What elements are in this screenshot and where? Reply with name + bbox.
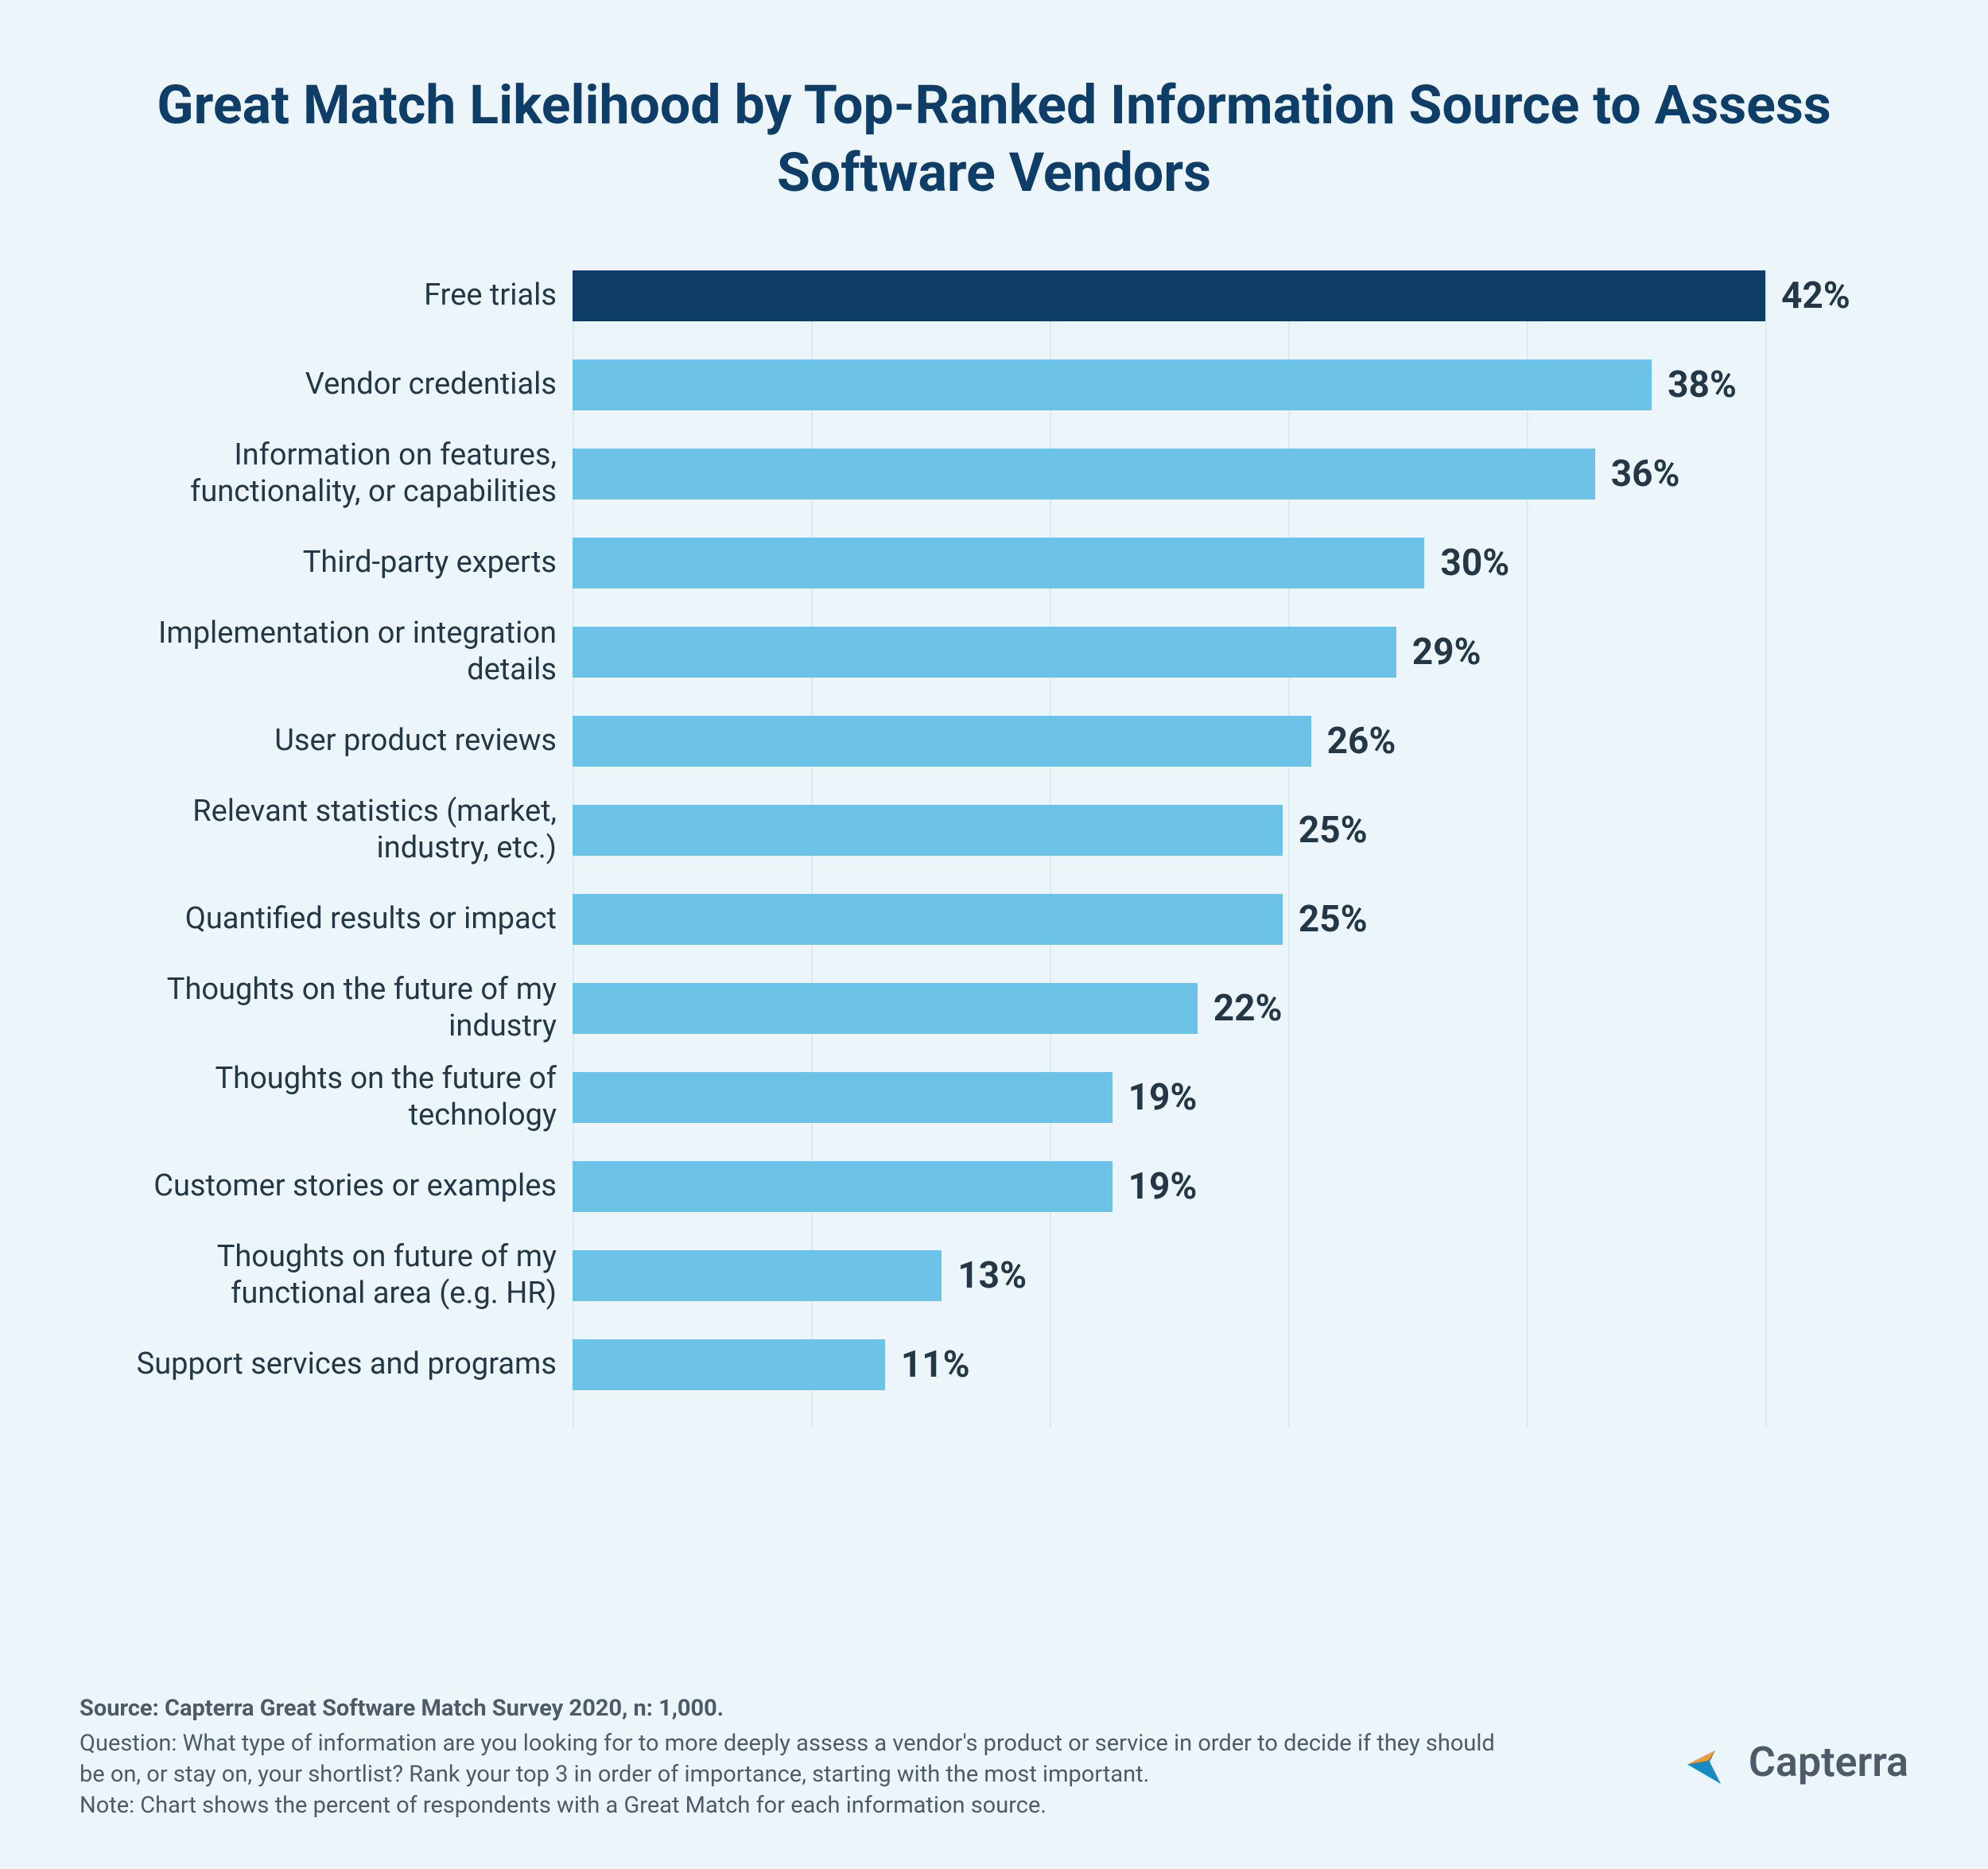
bar: 11%: [573, 1339, 885, 1390]
footer-note: Note: Chart shows the percent of respond…: [80, 1790, 1908, 1821]
bar-row: Thoughts on the future of technology19%: [573, 1072, 1765, 1123]
bar-label: Relevant statistics (market, industry, e…: [80, 794, 557, 866]
bar-label: Vendor credentials: [80, 367, 557, 403]
bar-row: Free trials42%: [573, 270, 1765, 321]
bar-value: 36%: [1611, 453, 1680, 495]
bar-label: Information on features, functionality, …: [80, 437, 557, 510]
bar-value: 19%: [1128, 1165, 1198, 1208]
bar-track: 19%: [573, 1161, 1765, 1212]
bar-track: 36%: [573, 449, 1765, 499]
bar-track: 38%: [573, 359, 1765, 410]
bar: 13%: [573, 1250, 942, 1301]
bar-track: 25%: [573, 805, 1765, 856]
footer-source: Source: Capterra Great Software Match Su…: [80, 1693, 1908, 1724]
bar-label: Thoughts on the future of technology: [80, 1061, 557, 1133]
bar-value: 26%: [1327, 720, 1396, 763]
bar-value: 30%: [1440, 542, 1509, 585]
chart-footer: Source: Capterra Great Software Match Su…: [80, 1693, 1908, 1821]
capterra-logo: Capterra: [1682, 1734, 1908, 1789]
bar-value: 25%: [1299, 898, 1368, 941]
bar-track: 26%: [573, 716, 1765, 767]
bar: 29%: [573, 627, 1396, 678]
bar-row: Support services and programs11%: [573, 1339, 1765, 1390]
chart-area: Free trials42%Vendor credentials38%Infor…: [80, 270, 1908, 1390]
bar: 36%: [573, 449, 1595, 499]
bar-label: Free trials: [80, 278, 557, 314]
bar-row: Quantified results or impact25%: [573, 894, 1765, 945]
bar-value: 25%: [1299, 809, 1368, 852]
bar-label: Thoughts on future of my functional area…: [80, 1239, 557, 1311]
bar-value: 11%: [901, 1343, 970, 1386]
bar-row: Implementation or integration details29%: [573, 627, 1765, 678]
bar-row: User product reviews26%: [573, 716, 1765, 767]
bar: 19%: [573, 1072, 1112, 1123]
bar: 22%: [573, 983, 1198, 1034]
bar-track: 22%: [573, 983, 1765, 1034]
chart-container: Great Match Likelihood by Top-Ranked Inf…: [0, 0, 1988, 1869]
bar: 25%: [573, 805, 1283, 856]
chart-title: Great Match Likelihood by Top-Ranked Inf…: [80, 72, 1908, 207]
bar-track: 25%: [573, 894, 1765, 945]
bar-track: 29%: [573, 627, 1765, 678]
bar-label: Third-party experts: [80, 545, 557, 581]
bar-value: 22%: [1213, 987, 1283, 1030]
bar-track: 13%: [573, 1250, 1765, 1301]
bar-value: 29%: [1412, 631, 1481, 674]
bar-label: User product reviews: [80, 723, 557, 760]
bar-label: Thoughts on the future of my industry: [80, 972, 557, 1044]
bar-row: Third-party experts30%: [573, 538, 1765, 589]
bar-row: Relevant statistics (market, industry, e…: [573, 805, 1765, 856]
bar: 19%: [573, 1161, 1112, 1212]
bar-label: Quantified results or impact: [80, 901, 557, 938]
bar-row: Thoughts on future of my functional area…: [573, 1250, 1765, 1301]
bar: 38%: [573, 359, 1652, 410]
bar-value: 13%: [957, 1254, 1027, 1297]
footer-question: Question: What type of information are y…: [80, 1728, 1511, 1790]
bar-value: 38%: [1668, 363, 1737, 406]
capterra-logo-text: Capterra: [1749, 1738, 1908, 1786]
bar: 30%: [573, 538, 1424, 589]
bar-track: 19%: [573, 1072, 1765, 1123]
bar: 26%: [573, 716, 1311, 767]
bar-value: 42%: [1781, 274, 1850, 317]
bar-label: Support services and programs: [80, 1346, 557, 1383]
bar-row: Information on features, functionality, …: [573, 449, 1765, 499]
bar-row: Vendor credentials38%: [573, 359, 1765, 410]
bar: 25%: [573, 894, 1283, 945]
bar-value: 19%: [1128, 1076, 1198, 1119]
bar-label: Implementation or integration details: [80, 616, 557, 688]
bar-row: Thoughts on the future of my industry22%: [573, 983, 1765, 1034]
capterra-arrow-icon: [1682, 1734, 1738, 1789]
bar: 42%: [573, 270, 1765, 321]
bar-track: 42%: [573, 270, 1765, 321]
bar-track: 11%: [573, 1339, 1765, 1390]
bar-track: 30%: [573, 538, 1765, 589]
bar-row: Customer stories or examples19%: [573, 1161, 1765, 1212]
bar-label: Customer stories or examples: [80, 1168, 557, 1205]
